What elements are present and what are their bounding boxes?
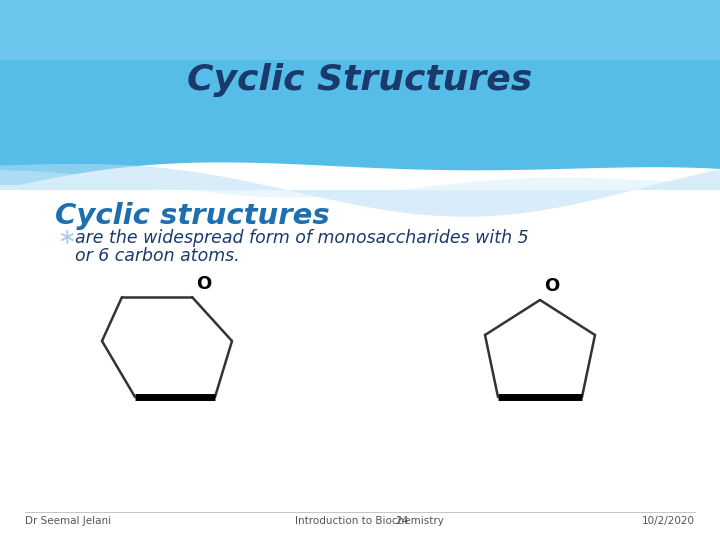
Polygon shape <box>0 163 720 190</box>
Text: ∗: ∗ <box>57 228 76 248</box>
Text: 10/2/2020: 10/2/2020 <box>642 516 695 526</box>
Polygon shape <box>0 0 720 185</box>
Text: Cyclic Structures: Cyclic Structures <box>187 63 533 97</box>
Text: Cyclic structures: Cyclic structures <box>55 202 330 230</box>
Text: Dr Seemal Jelani: Dr Seemal Jelani <box>25 516 111 526</box>
Text: are the widespread form of monosaccharides with 5: are the widespread form of monosaccharid… <box>75 229 528 247</box>
Polygon shape <box>0 0 720 60</box>
Text: 24: 24 <box>395 516 408 526</box>
Polygon shape <box>0 170 720 198</box>
Text: Introduction to Biochemistry: Introduction to Biochemistry <box>295 516 444 526</box>
Text: O: O <box>196 275 211 293</box>
Text: O: O <box>544 277 559 295</box>
Text: or 6 carbon atoms.: or 6 carbon atoms. <box>75 247 240 265</box>
Polygon shape <box>0 185 720 540</box>
Polygon shape <box>0 164 720 217</box>
